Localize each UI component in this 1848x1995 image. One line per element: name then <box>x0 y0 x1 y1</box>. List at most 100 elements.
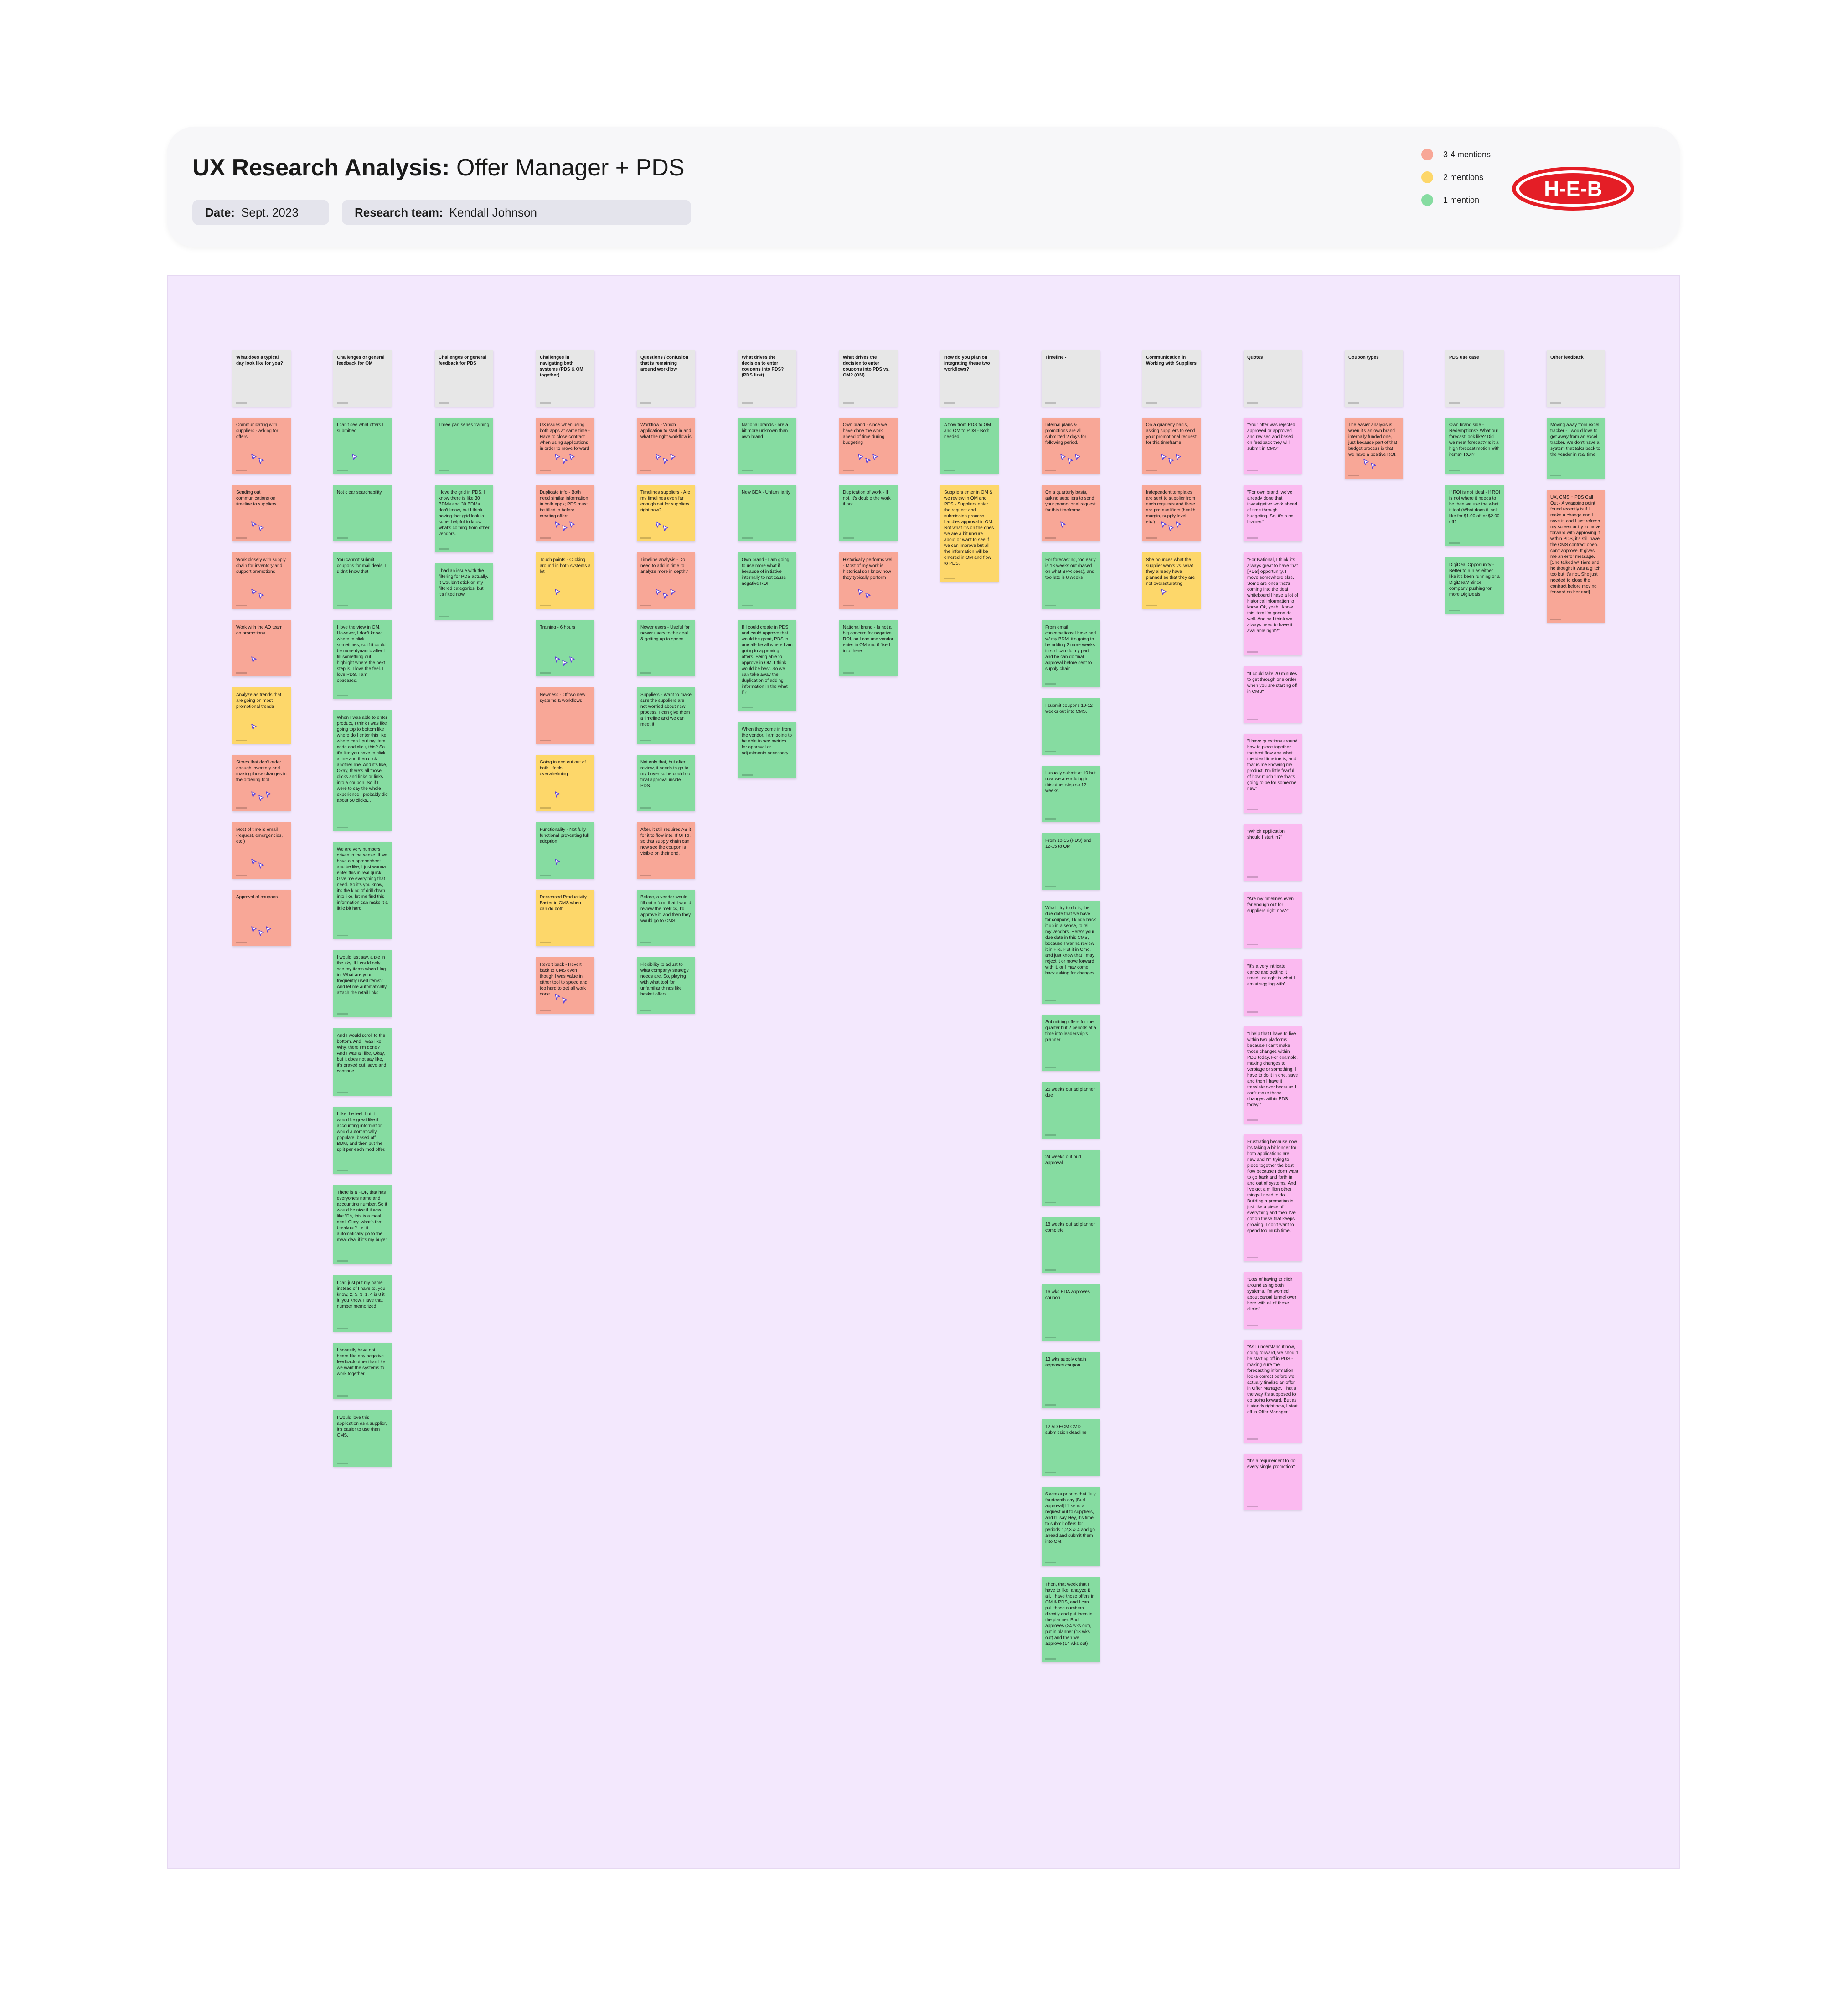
sticky-note[interactable]: If I could create in PDS and could appro… <box>738 620 796 711</box>
sticky-note[interactable]: Work closely with supply chain for inven… <box>232 552 291 609</box>
sticky-note[interactable]: "Lots of having to click around using bo… <box>1244 1272 1302 1329</box>
sticky-note[interactable]: Approval of coupons <box>232 890 291 946</box>
sticky-note[interactable]: "I help that I have to live within two p… <box>1244 1026 1302 1124</box>
sticky-note[interactable]: "For own brand, we've already done that … <box>1244 485 1302 541</box>
sticky-note[interactable]: Three part series training <box>435 418 493 474</box>
sticky-note[interactable]: Internal plans & promotions are all subm… <box>1042 418 1100 474</box>
sticky-note[interactable]: "Which application should I start in?" <box>1244 824 1302 881</box>
sticky-note[interactable]: On a quarterly basis, asking suppliers t… <box>1142 418 1201 474</box>
sticky-note[interactable]: "It's a very intricate dance and getting… <box>1244 959 1302 1016</box>
sticky-note[interactable]: "Your offer was rejected, approved or ap… <box>1244 418 1302 474</box>
sticky-note[interactable]: National brands - are a bit more unknown… <box>738 418 796 474</box>
sticky-note[interactable]: The easier analysis is when it's an own … <box>1345 418 1403 479</box>
sticky-note[interactable]: Newer users - Useful for newer users to … <box>637 620 695 676</box>
sticky-note[interactable]: After, it still requires AB it for it to… <box>637 822 695 879</box>
sticky-note[interactable]: I can't see what offers I submitted <box>333 418 392 474</box>
sticky-note[interactable]: Training - 6 hours <box>536 620 594 676</box>
sticky-note[interactable]: Moving away from excel tracker - I would… <box>1547 418 1605 479</box>
sticky-note[interactable]: Touch points - Clicking around in both s… <box>536 552 594 609</box>
sticky-note[interactable]: "It could take 20 minutes to get through… <box>1244 666 1302 723</box>
sticky-note[interactable]: I can just put my name instead of I have… <box>333 1275 392 1332</box>
sticky-note[interactable]: "Are my timelines even far enough out fo… <box>1244 892 1302 948</box>
sticky-note[interactable]: I would love this application as a suppl… <box>333 1410 392 1467</box>
sticky-note[interactable]: Timelines suppliers - Are my timelines e… <box>637 485 695 541</box>
sticky-note[interactable]: Frustrating because now it's taking a bi… <box>1244 1134 1302 1261</box>
sticky-note[interactable]: Historically performs well - Most of my … <box>839 552 898 609</box>
sticky-note[interactable]: "I have questions around how to piece to… <box>1244 734 1302 813</box>
sticky-note[interactable]: When they come in from the vendor, I am … <box>738 722 796 778</box>
column-header-note[interactable]: Other feedback <box>1547 350 1605 407</box>
sticky-note[interactable]: Own brand - I am going to use more what … <box>738 552 796 609</box>
sticky-note[interactable]: On a quarterly basis, asking suppliers t… <box>1042 485 1100 541</box>
column-header-note[interactable]: How do you plan on integrating these two… <box>940 350 999 407</box>
sticky-note[interactable]: Independent templates are sent to suppli… <box>1142 485 1201 541</box>
sticky-note[interactable]: 18 weeks out ad planner complete <box>1042 1217 1100 1273</box>
column-header-note[interactable]: Timeline - <box>1042 350 1100 407</box>
column-header-note[interactable]: Challenges or general feedback for OM <box>333 350 392 407</box>
sticky-note[interactable]: 6 weeks prior to that July fourteenth da… <box>1042 1487 1100 1566</box>
sticky-note[interactable]: Submitting offers for the quarter but 2 … <box>1042 1015 1100 1071</box>
sticky-note[interactable]: DigiDeal Opportunity - Better to run as … <box>1445 557 1504 614</box>
sticky-note[interactable]: Duplication of work - If not, it's doubl… <box>839 485 898 541</box>
column-header-note[interactable]: Questions / confusion that is remaining … <box>637 350 695 407</box>
sticky-note[interactable]: I love the view in OM. However, I don't … <box>333 620 392 699</box>
column-header-note[interactable]: What drives the decision to enter coupon… <box>738 350 796 407</box>
sticky-note[interactable]: Revert back - Revert back to CMS even th… <box>536 957 594 1014</box>
sticky-note[interactable]: Workflow - Which application to start in… <box>637 418 695 474</box>
sticky-note[interactable]: 16 wks BDA approves coupon <box>1042 1284 1100 1341</box>
sticky-note[interactable]: You cannot submit coupons for mail deals… <box>333 552 392 609</box>
sticky-note[interactable]: A flow from PDS to OM and OM to PDS - Bo… <box>940 418 999 474</box>
sticky-note[interactable]: UX issues when using both apps at same t… <box>536 418 594 474</box>
sticky-note[interactable]: I submit coupons 10-12 weeks out into CM… <box>1042 698 1100 755</box>
sticky-note[interactable]: Timeline analysis - Do I need to add in … <box>637 552 695 609</box>
sticky-note[interactable]: When I was able to enter product, I thin… <box>333 710 392 831</box>
column-header-note[interactable]: Quotes <box>1244 350 1302 407</box>
sticky-note[interactable]: 12 AD ECM CMD submission deadline <box>1042 1419 1100 1476</box>
sticky-note[interactable]: I had an issue with the filtering for PD… <box>435 563 493 620</box>
sticky-note[interactable]: For forecasting, too early is 18 weeks o… <box>1042 552 1100 609</box>
sticky-note[interactable]: Analyze as trends that are going on most… <box>232 687 291 744</box>
sticky-note[interactable]: Newness - Of two new systems & workflows <box>536 687 594 744</box>
column-header-note[interactable]: What drives the decision to enter coupon… <box>839 350 898 407</box>
sticky-note[interactable]: From email conversations I have had w/ m… <box>1042 620 1100 687</box>
sticky-note[interactable]: UX, CMS + PDS Call Out - A wrapping poin… <box>1547 490 1605 623</box>
sticky-note[interactable]: There is a PDF, that has everyone's name… <box>333 1185 392 1264</box>
sticky-note[interactable]: Going in and out out of both - feels ove… <box>536 755 594 811</box>
column-header-note[interactable]: Coupon types <box>1345 350 1403 407</box>
sticky-note[interactable]: Most of time is email (request, emergenc… <box>232 822 291 879</box>
sticky-note[interactable]: Not only that, but after I review, it ne… <box>637 755 695 811</box>
sticky-note[interactable]: Decreased Productivity - Faster in CMS w… <box>536 890 594 946</box>
sticky-note[interactable]: National brand - Is not a big concern fo… <box>839 620 898 676</box>
sticky-note[interactable]: Then, that week that I have to like, ana… <box>1042 1577 1100 1662</box>
column-header-note[interactable]: What does a typical day look like for yo… <box>232 350 291 407</box>
sticky-note[interactable]: Work with the AD team on promotions <box>232 620 291 676</box>
sticky-note[interactable]: Suppliers - Want to make sure the suppli… <box>637 687 695 744</box>
sticky-note[interactable]: Before, a vendor would fill out a form t… <box>637 890 695 946</box>
column-header-note[interactable]: Challenges or general feedback for PDS <box>435 350 493 407</box>
sticky-note[interactable]: 26 weeks out ad planner due <box>1042 1082 1100 1139</box>
sticky-note[interactable]: Sending out communications on timeline t… <box>232 485 291 541</box>
sticky-note[interactable]: Duplicate info - Both need similar infor… <box>536 485 594 541</box>
column-header-note[interactable]: Challenges in navigating both systems (P… <box>536 350 594 407</box>
sticky-note[interactable]: Suppliers enter in OM & we review in OM … <box>940 485 999 582</box>
sticky-note[interactable]: Flexibility to adjust to what company/ s… <box>637 957 695 1014</box>
sticky-note[interactable]: I would just say, a pie in the sky. If I… <box>333 950 392 1017</box>
sticky-note[interactable]: I love the grid in PDS. I know there is … <box>435 485 493 552</box>
sticky-note[interactable]: Functionality - Not fully functional pre… <box>536 822 594 879</box>
sticky-note[interactable]: And I would scroll to the bottom. And I … <box>333 1028 392 1096</box>
sticky-note[interactable]: "It's a requirement to do every single p… <box>1244 1454 1302 1510</box>
sticky-note[interactable]: I like the feel, but it would be great l… <box>333 1107 392 1174</box>
sticky-note[interactable]: New BDA - Unfamiliarity <box>738 485 796 541</box>
column-header-note[interactable]: PDS use case <box>1445 350 1504 407</box>
sticky-note[interactable]: She bounces what the supplier wants vs. … <box>1142 552 1201 609</box>
sticky-note[interactable]: 24 weeks out bud approval <box>1042 1150 1100 1206</box>
sticky-note[interactable]: Communicating with suppliers - asking fo… <box>232 418 291 474</box>
sticky-note[interactable]: Stores that don't order enough inventory… <box>232 755 291 811</box>
sticky-note[interactable]: We are very numbers driven in the sense.… <box>333 842 392 939</box>
sticky-note[interactable]: I usually submit at 10 but now we are ad… <box>1042 766 1100 822</box>
sticky-note[interactable]: From 10-15 (PDS) and 12-15 to OM <box>1042 833 1100 890</box>
sticky-note[interactable]: "For National, I think it's always great… <box>1244 552 1302 655</box>
sticky-note[interactable]: If ROI is not ideal - If ROI is not wher… <box>1445 485 1504 546</box>
sticky-note[interactable]: Not clear searchability <box>333 485 392 541</box>
sticky-note[interactable]: 13 wks supply chain approves coupon <box>1042 1352 1100 1408</box>
